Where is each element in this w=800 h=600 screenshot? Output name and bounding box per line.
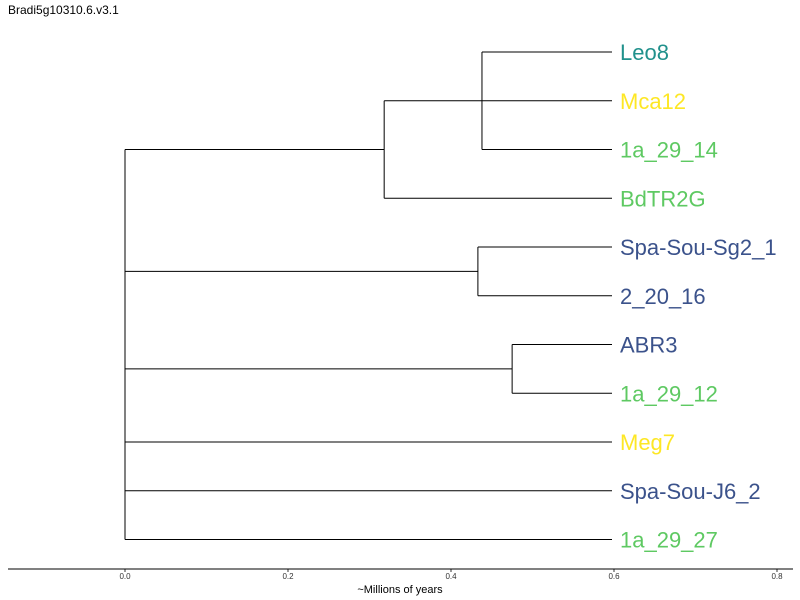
leaf-label: Spa-Sou-Sg2_1: [620, 235, 777, 260]
x-tick-label: 0.4: [445, 572, 457, 581]
leaf-labels: Leo8 Mca12 1a_29_14 BdTR2G Spa-Sou-Sg2_1 2_20…: [620, 40, 777, 553]
figure-title: Bradi5g10310.6.v3.1: [8, 3, 119, 17]
x-tick-label: 0.8: [771, 572, 783, 581]
x-axis-title: ~Millions of years: [357, 584, 443, 596]
leaf-label: Meg7: [620, 430, 675, 455]
x-tick-label: 0.0: [119, 572, 131, 581]
x-tick-label: 0.6: [608, 572, 620, 581]
x-axis-ticks: 0.0 0.2 0.4 0.6 0.8: [119, 569, 783, 581]
leaf-label: 2_20_16: [620, 284, 706, 309]
leaf-label: 1a_29_12: [620, 381, 718, 406]
leaf-label: 1a_29_14: [620, 138, 718, 163]
leaf-label: ABR3: [620, 333, 677, 358]
x-tick-label: 0.2: [282, 572, 294, 581]
leaf-label: Spa-Sou-J6_2: [620, 479, 761, 504]
leaf-label: BdTR2G: [620, 186, 706, 211]
tree-branches: [124, 51, 612, 540]
leaf-label: Leo8: [620, 40, 669, 65]
leaf-label: Mca12: [620, 89, 686, 114]
x-axis: 0.0 0.2 0.4 0.6 0.8 ~Millions of years: [8, 568, 793, 596]
leaf-label: 1a_29_27: [620, 528, 718, 553]
